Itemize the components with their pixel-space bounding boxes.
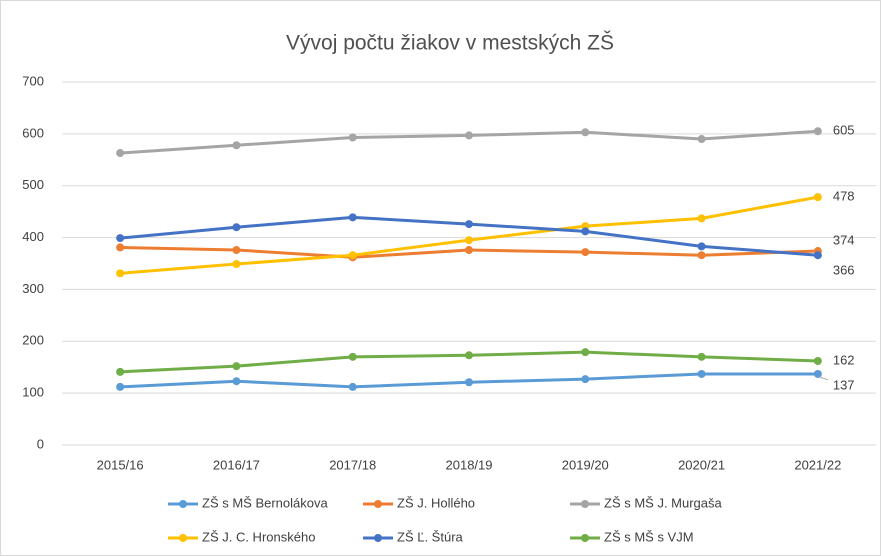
leader-line xyxy=(819,376,829,381)
point xyxy=(465,220,473,229)
point xyxy=(348,382,357,391)
x-tick-label: 2019/20 xyxy=(562,457,609,472)
point xyxy=(348,251,357,260)
point xyxy=(116,269,125,278)
point xyxy=(116,367,125,376)
legend-label: ZŠ s MŠ s VJM xyxy=(604,529,694,544)
x-tick-label: 2018/19 xyxy=(446,457,493,472)
legend-label: ZŠ Ľ. Štúra xyxy=(397,529,464,544)
point xyxy=(697,251,706,260)
y-tick-label: 300 xyxy=(22,281,44,296)
legend-label: ZŠ s MŠ Bernolákova xyxy=(202,495,328,510)
point xyxy=(116,234,125,243)
legend-label: ZŠ J. C. Hronského xyxy=(202,529,315,544)
data-label: 374 xyxy=(833,232,855,247)
data-label: 137 xyxy=(833,377,855,392)
legend-marker xyxy=(581,500,589,508)
point xyxy=(232,223,241,232)
point xyxy=(697,214,706,223)
y-tick-label: 0 xyxy=(37,436,44,451)
point xyxy=(116,382,125,391)
y-tick-label: 700 xyxy=(22,73,44,88)
point xyxy=(581,248,590,257)
chart-title: Vývoj počtu žiakov v mestských ZŠ xyxy=(286,32,614,55)
point xyxy=(465,378,473,387)
point xyxy=(232,141,241,150)
point xyxy=(232,246,241,255)
point xyxy=(465,131,473,140)
point xyxy=(813,193,822,202)
legend-marker xyxy=(581,534,589,542)
point xyxy=(232,377,241,386)
x-tick-label: 2017/18 xyxy=(329,457,376,472)
point xyxy=(697,135,706,144)
point xyxy=(581,348,590,357)
data-label: 162 xyxy=(833,352,855,367)
point xyxy=(232,260,241,269)
point xyxy=(348,133,357,142)
point xyxy=(813,251,822,260)
point xyxy=(697,369,706,378)
legend-label: ZŠ J. Hollého xyxy=(397,495,475,510)
point xyxy=(813,127,822,136)
y-tick-label: 400 xyxy=(22,229,44,244)
point xyxy=(813,369,822,378)
point xyxy=(465,351,473,360)
point xyxy=(581,128,590,137)
point xyxy=(116,243,125,252)
point xyxy=(348,213,357,222)
legend-marker xyxy=(179,500,187,508)
legend-marker xyxy=(374,500,382,508)
x-tick-label: 2020/21 xyxy=(678,457,725,472)
x-tick-label: 2015/16 xyxy=(97,457,144,472)
point xyxy=(697,242,706,251)
point xyxy=(116,149,125,158)
point xyxy=(465,246,473,255)
point xyxy=(697,352,706,361)
legend-label: ZŠ s MŠ J. Murgaša xyxy=(604,495,723,510)
point xyxy=(581,227,590,236)
data-label: 478 xyxy=(833,189,855,204)
x-tick-label: 2021/22 xyxy=(794,457,841,472)
data-label: 605 xyxy=(833,123,855,138)
point xyxy=(581,375,590,384)
point xyxy=(348,352,357,361)
y-tick-label: 500 xyxy=(22,177,44,192)
y-tick-label: 600 xyxy=(22,125,44,140)
y-tick-label: 200 xyxy=(22,333,44,348)
x-tick-label: 2016/17 xyxy=(213,457,260,472)
legend-marker xyxy=(179,534,187,542)
point xyxy=(232,362,241,371)
point xyxy=(465,236,473,245)
data-label: 366 xyxy=(833,263,855,278)
y-tick-label: 100 xyxy=(22,385,44,400)
legend-marker xyxy=(374,534,382,542)
point xyxy=(813,356,822,365)
